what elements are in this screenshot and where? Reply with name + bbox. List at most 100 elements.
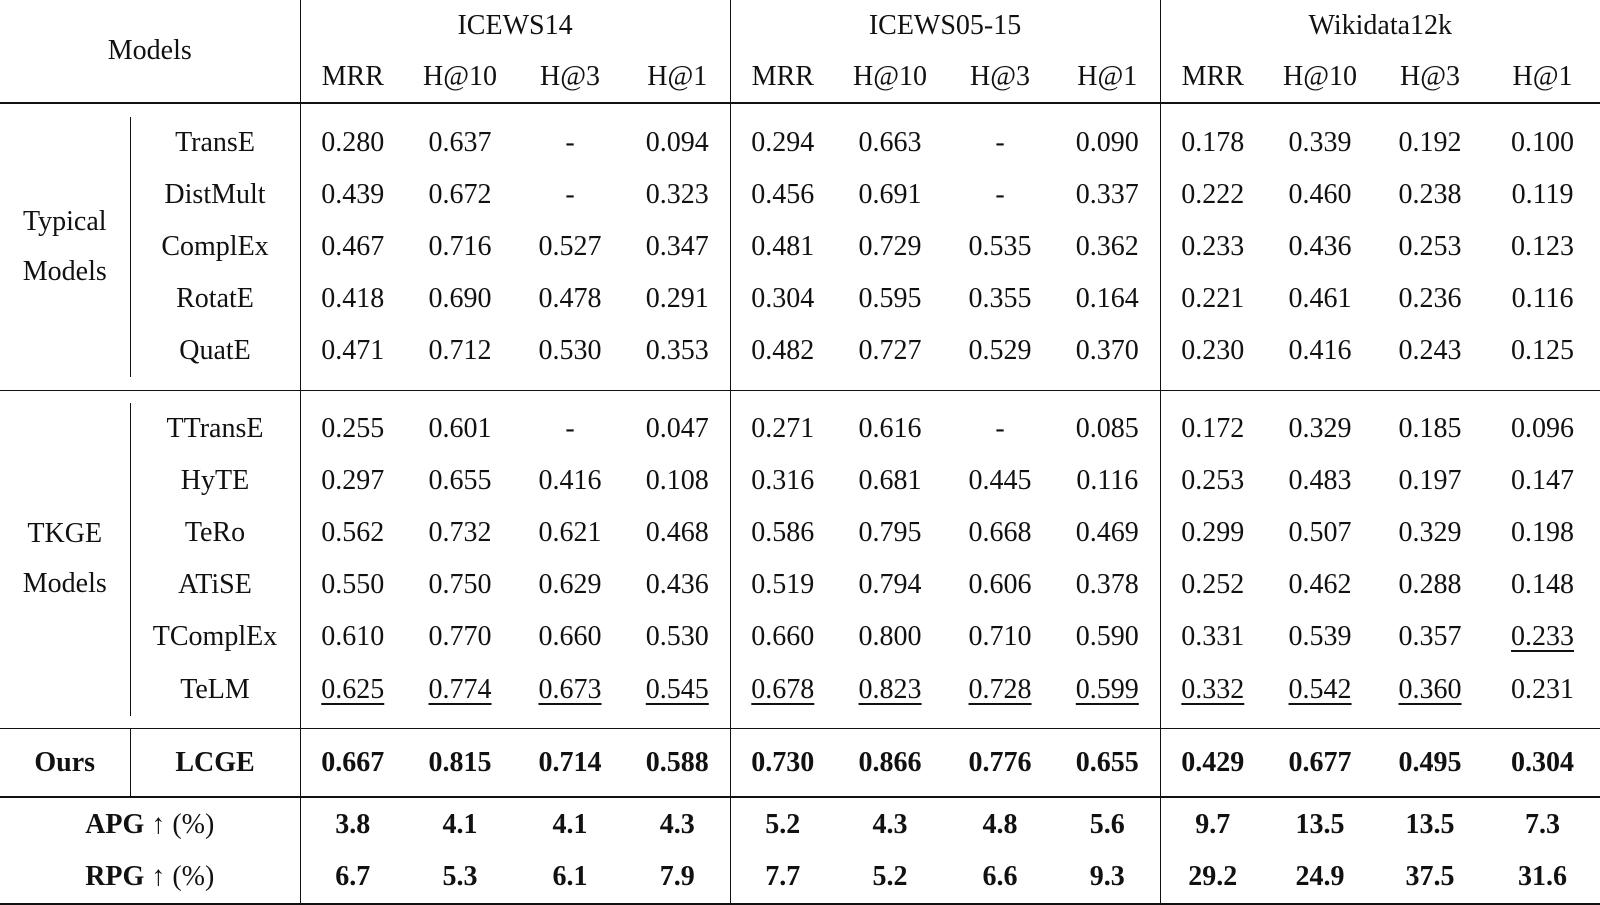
value-cell: 0.673 [515, 664, 625, 716]
value-cell: 0.800 [835, 611, 945, 663]
gain-value-cell: 4.3 [835, 796, 946, 851]
value-text: 0.483 [1288, 465, 1352, 497]
gain-value-cell: 24.9 [1265, 850, 1376, 905]
value-text: 0.291 [645, 283, 709, 315]
value-cell: 0.716 [405, 221, 515, 273]
value-cell: 0.616 [835, 403, 945, 455]
value-text: 0.462 [1288, 569, 1352, 601]
gain-value-cell: 13.5 [1375, 796, 1486, 851]
spacer-row [0, 377, 1600, 391]
gain-label: RPG ↑ (%) [0, 850, 300, 905]
value-text: 0.478 [538, 283, 602, 315]
value-text: 0.795 [858, 517, 922, 549]
value-text: 0.370 [1075, 335, 1139, 367]
gain-value-cell: 6.6 [945, 850, 1056, 905]
value-text: 0.094 [645, 126, 709, 158]
value-text: 0.329 [1398, 517, 1462, 549]
value-cell: 0.416 [1265, 325, 1375, 377]
ours-value-cell: 0.866 [835, 727, 946, 798]
value-cell: 0.823 [835, 664, 945, 716]
up-arrow-icon: ↑ [151, 808, 166, 840]
metric-header: H@1 [647, 60, 708, 92]
value-text: 0.460 [1288, 178, 1352, 210]
value-text: 0.690 [428, 283, 492, 315]
gain-value-cell: 4.1 [405, 796, 515, 851]
gain-value-cell: 9.3 [1055, 850, 1161, 905]
ours-value-cell: 0.677 [1265, 727, 1376, 798]
value-text: 0.355 [968, 283, 1032, 315]
value-cell: 0.125 [1485, 325, 1600, 377]
spacer-row [0, 102, 1600, 117]
gain-value-cell: 9.7 [1159, 796, 1266, 851]
value-cell: 0.461 [1265, 273, 1375, 325]
gain-value-cell: 4.8 [945, 796, 1056, 851]
value-cell: 0.360 [1375, 664, 1485, 716]
value-text: 0.125 [1511, 335, 1575, 367]
value-text: 0.233 [1181, 230, 1245, 262]
metric-header: H@10 [853, 60, 928, 92]
value-text: - [565, 178, 575, 210]
value-text: 0.243 [1398, 335, 1462, 367]
metric-header: H@1 [1077, 60, 1138, 92]
value-text: 0.090 [1075, 126, 1139, 158]
value-cell: 0.299 [1159, 507, 1266, 560]
value-cell: 0.595 [835, 273, 945, 325]
value-cell: 0.468 [625, 507, 730, 559]
value-cell: 0.795 [835, 507, 945, 559]
value-cell: 0.108 [625, 455, 730, 507]
value-cell: - [945, 169, 1055, 221]
value-text: 0.610 [321, 621, 385, 653]
metric-header: MRR [299, 51, 405, 104]
value-text: 0.147 [1511, 465, 1575, 497]
value-cell: 0.660 [515, 611, 625, 663]
model-name: DistMult [129, 168, 300, 221]
value-text: 0.297 [321, 465, 385, 497]
value-cell: 0.601 [405, 403, 515, 455]
value-text: 0.337 [1075, 178, 1139, 210]
value-text: 0.468 [645, 517, 709, 549]
table-row: HyTE 0.297 0.655 0.416 0.108 0.316 0.681 0.445 0… [0, 454, 1600, 508]
value-text: 0.108 [645, 465, 709, 497]
value-cell: 0.691 [835, 169, 945, 221]
value-cell: 0.727 [835, 325, 945, 377]
value-cell: 0.471 [299, 325, 405, 378]
value-cell: 0.323 [625, 169, 730, 221]
value-cell: 0.482 [729, 325, 836, 378]
ours-value-cell: 0.667 [299, 727, 405, 798]
dataset-header: Wikidata12k [1159, 0, 1600, 52]
value-text: 0.629 [538, 569, 602, 601]
value-cell: 0.238 [1375, 169, 1485, 221]
value-cell: 0.436 [625, 559, 730, 611]
value-text: 0.197 [1398, 465, 1462, 497]
value-cell: 0.562 [299, 507, 405, 560]
value-text: 0.625 [321, 673, 385, 705]
value-text: 0.668 [968, 517, 1032, 549]
group-label-line: Models [22, 255, 107, 287]
value-cell: 0.774 [405, 664, 515, 716]
value-cell: 0.280 [299, 116, 405, 169]
value-text: 0.271 [751, 412, 815, 444]
value-cell: 0.481 [729, 220, 836, 273]
value-cell: 0.329 [1265, 403, 1375, 455]
value-cell: 0.599 [1055, 664, 1160, 716]
value-cell: 0.621 [515, 507, 625, 559]
value-text: 0.529 [968, 335, 1032, 367]
value-text: 0.550 [321, 569, 385, 601]
value-cell: 0.119 [1485, 169, 1600, 221]
value-cell: 0.460 [1265, 169, 1375, 221]
value-text: 0.716 [428, 230, 492, 262]
value-cell: 0.178 [1159, 116, 1266, 169]
value-cell: 0.672 [405, 169, 515, 221]
value-text: 0.238 [1398, 178, 1462, 210]
value-text: 0.660 [751, 621, 815, 653]
value-cell: 0.545 [625, 664, 730, 716]
value-text: 0.800 [858, 621, 922, 653]
value-cell: 0.094 [625, 117, 730, 169]
value-cell: 0.222 [1159, 168, 1266, 221]
value-cell: 0.357 [1375, 611, 1485, 663]
value-cell: 0.483 [1265, 455, 1375, 507]
table-row: ATiSE 0.550 0.750 0.629 0.436 0.519 0.794 0.606… [0, 559, 1600, 612]
value-text: 0.691 [858, 178, 922, 210]
value-cell: 0.294 [729, 116, 836, 169]
